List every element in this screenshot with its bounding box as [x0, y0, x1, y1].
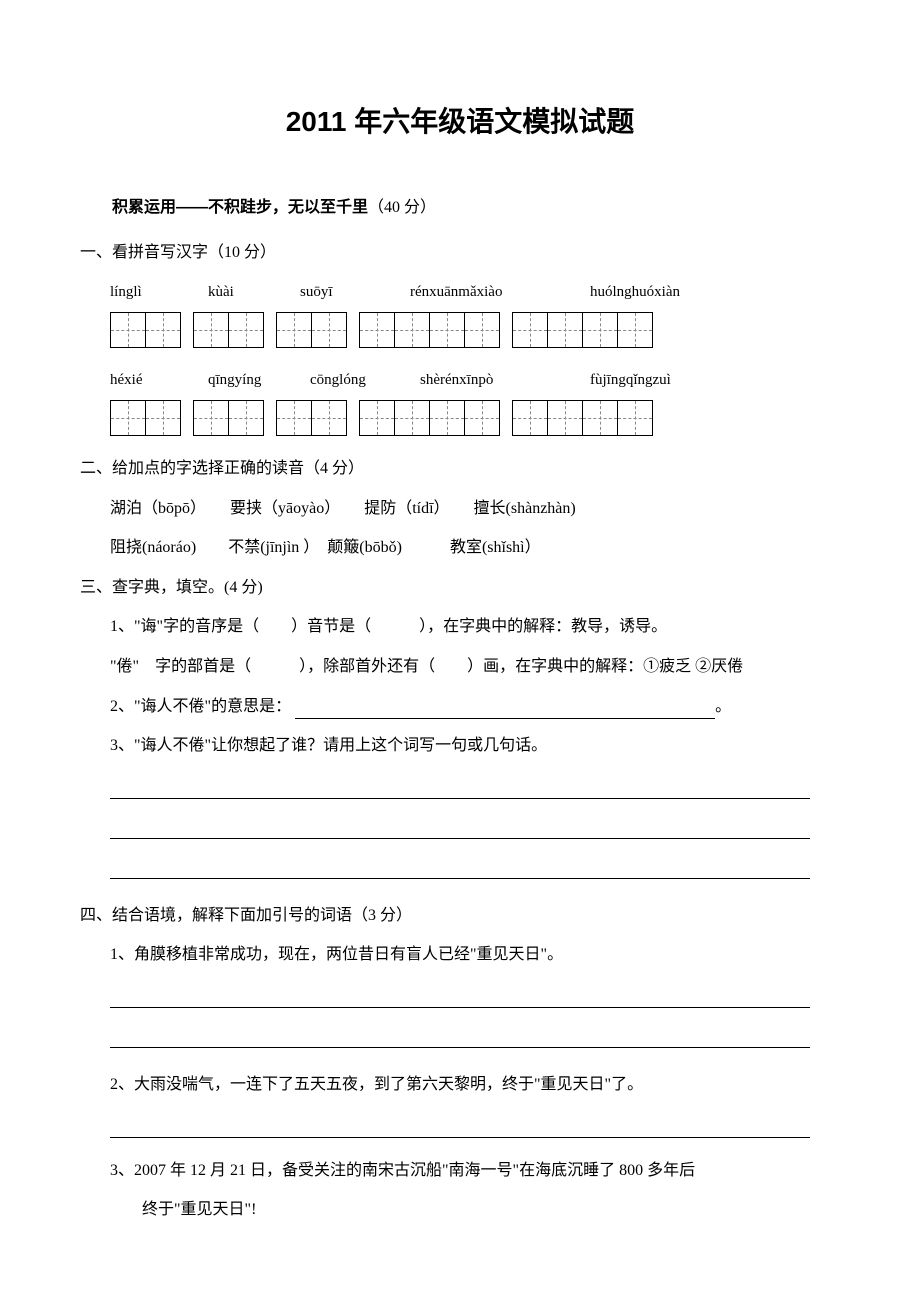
q4-header: 四、结合语境，解释下面加引号的词语（3 分）: [80, 903, 840, 929]
char-box: [276, 400, 312, 436]
answer-blank-line: [110, 1026, 810, 1048]
char-box: [512, 400, 548, 436]
q3-blank-inline: [295, 718, 715, 719]
q3-line3: 2、"诲人不倦"的意思是： 。: [110, 694, 840, 720]
answer-blank-line: [110, 986, 810, 1008]
char-box-group: [276, 400, 347, 436]
char-box: [311, 400, 347, 436]
answer-blank-line: [110, 1116, 810, 1138]
section-main-points: （40 分）: [368, 199, 436, 216]
q3-header: 三、查字典，填空。(4 分): [80, 575, 840, 601]
q3-line2: "倦" 字的部首是（ ），除部首外还有（ ）画，在字典中的解释：①疲乏 ②厌倦: [110, 654, 840, 680]
char-box: [110, 312, 146, 348]
char-box-group: [276, 312, 347, 348]
q1-pinyin-row2: héxié qīngyíng cōnglóng shèrénxīnpò fùjī…: [110, 368, 840, 392]
document-title: 2011 年六年级语文模拟试题: [80, 100, 840, 145]
char-box: [193, 312, 229, 348]
q1-pinyin-row1: línglì kùài suōyī rénxuānmǎxiào huólnghu…: [110, 280, 840, 304]
char-box: [582, 312, 618, 348]
q3-line3-end: 。: [715, 698, 731, 715]
q1-header: 一、看拼音写汉字（10 分）: [80, 240, 840, 266]
q4-item1: 1、角膜移植非常成功，现在，两位昔日有盲人已经"重见天日"。: [110, 942, 840, 968]
char-box: [193, 400, 229, 436]
section-main-header: 积累运用——不积跬步，无以至千里（40 分）: [80, 195, 840, 221]
section-main-bold: 积累运用——不积跬步，无以至千里: [112, 199, 368, 216]
char-box-group: [359, 400, 500, 436]
char-box: [617, 400, 653, 436]
q1-boxrow1: [110, 312, 840, 348]
char-box: [228, 400, 264, 436]
pinyin-item: shèrénxīnpò: [420, 368, 570, 392]
q2-line1: 湖泊（bōpō） 要挟（yāoyào） 提防（tídī） 擅长(shànzhàn…: [110, 496, 840, 522]
char-box-group: [110, 312, 181, 348]
char-box: [464, 312, 500, 348]
char-box-group: [193, 312, 264, 348]
char-box: [512, 312, 548, 348]
answer-blank-line: [110, 777, 810, 799]
char-box: [429, 312, 465, 348]
char-box: [145, 400, 181, 436]
q4-item2: 2、大雨没喘气，一连下了五天五夜，到了第六天黎明，终于"重见天日"了。: [110, 1072, 840, 1098]
char-box: [617, 312, 653, 348]
q2-header: 二、给加点的字选择正确的读音（4 分）: [80, 456, 840, 482]
pinyin-item: suōyī: [300, 280, 390, 304]
char-box-group: [512, 312, 653, 348]
char-box: [311, 312, 347, 348]
char-box-group: [110, 400, 181, 436]
pinyin-item: fùjīngqǐngzuì: [590, 368, 671, 392]
char-box: [394, 312, 430, 348]
char-box: [464, 400, 500, 436]
char-box: [110, 400, 146, 436]
char-box: [394, 400, 430, 436]
char-box: [582, 400, 618, 436]
char-box-group: [359, 312, 500, 348]
answer-blank-line: [110, 857, 810, 879]
q1-boxrow2: [110, 400, 840, 436]
char-box: [429, 400, 465, 436]
pinyin-item: kùài: [208, 280, 280, 304]
char-box-group: [512, 400, 653, 436]
char-box-group: [193, 400, 264, 436]
char-box: [145, 312, 181, 348]
q4-item3-cont: 终于"重见天日"!: [142, 1197, 840, 1223]
pinyin-item: huólnghuóxiàn: [590, 280, 680, 304]
pinyin-item: héxié: [110, 368, 188, 392]
q2-line2: 阻挠(náoráo) 不禁(jīnjìn ） 颠簸(bōbǒ) 教室(shǐsh…: [110, 535, 840, 561]
char-box: [359, 400, 395, 436]
char-box: [359, 312, 395, 348]
q3-line1: 1、"诲"字的音序是（ ）音节是（ ），在字典中的解释：教导，诱导。: [110, 614, 840, 640]
answer-blank-line: [110, 817, 810, 839]
char-box: [228, 312, 264, 348]
q3-line3-label: 2、"诲人不倦"的意思是：: [110, 698, 291, 715]
pinyin-item: rénxuānmǎxiào: [410, 280, 570, 304]
pinyin-item: línglì: [110, 280, 188, 304]
pinyin-item: qīngyíng: [208, 368, 290, 392]
char-box: [547, 312, 583, 348]
pinyin-item: cōnglóng: [310, 368, 400, 392]
q3-line4: 3、"诲人不倦"让你想起了谁？请用上这个词写一句或几句话。: [110, 733, 840, 759]
char-box: [276, 312, 312, 348]
q4-item3: 3、2007 年 12 月 21 日，备受关注的南宋古沉船"南海一号"在海底沉睡…: [110, 1158, 840, 1184]
char-box: [547, 400, 583, 436]
